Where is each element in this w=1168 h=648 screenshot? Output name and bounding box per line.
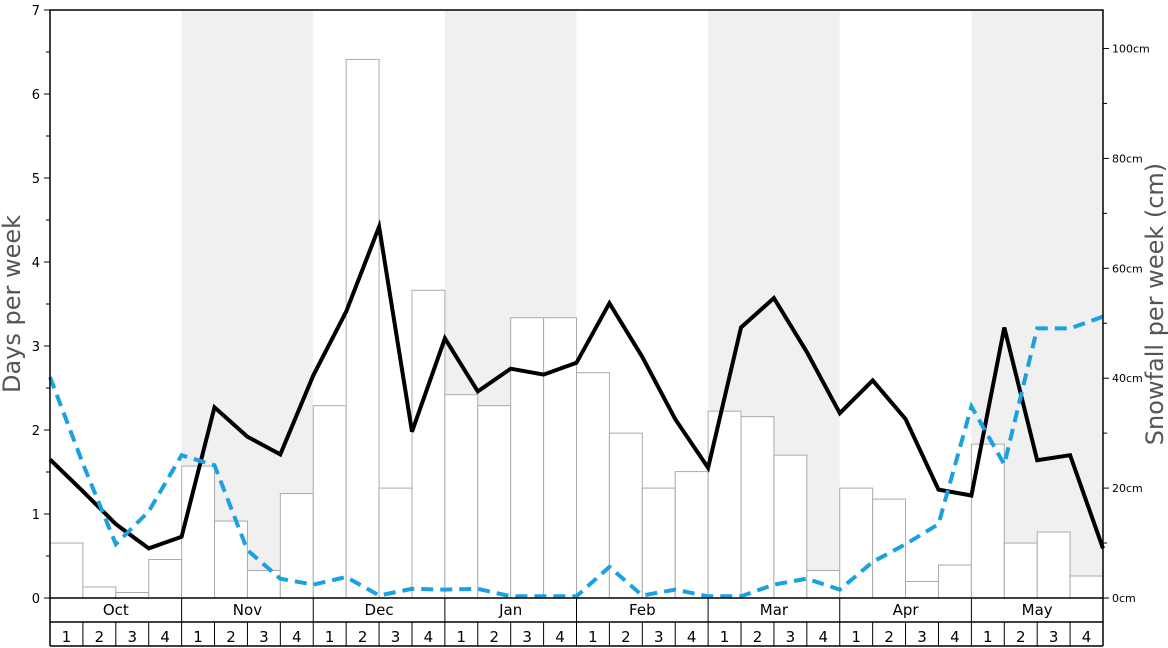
week-label: 3 [654,628,664,646]
month-label: Mar [760,601,789,619]
week-label: 1 [457,628,467,646]
week-label: 1 [193,628,203,646]
y-tick-label: 4 [32,256,40,271]
snowfall-bar [839,487,874,599]
week-label: 4 [424,628,434,646]
snowfall-bar [148,559,183,599]
y2-tick-label: 0cm [1112,592,1136,605]
month-label: Oct [103,601,129,619]
snowfall-bar [378,487,413,599]
snowfall-bar [641,487,676,599]
month-label: Jan [498,601,522,619]
week-label: 1 [62,628,72,646]
axes: 0 1 2 3 4 5 6 7 0cm 20cm 40cm 60cm 80cm 100cm [32,4,1150,607]
snowfall-bar [543,317,577,599]
dashed-line-series [48,314,1104,599]
y-tick-label: 5 [32,172,40,187]
line-series [48,219,1105,599]
y-axis-label: Days per week [0,215,26,393]
week-label: 2 [753,628,763,646]
month-label: Feb [629,601,656,619]
y-tick-label: 3 [32,340,40,355]
y2-tick-label: 100cm [1112,42,1150,55]
week-label: 3 [1049,628,1059,646]
week-label: 1 [983,628,993,646]
week-label: 2 [226,628,236,646]
y-tick-label: 6 [32,88,40,103]
week-label: 2 [358,628,368,646]
month-label: May [1022,601,1053,619]
snowfall-bar [905,581,939,599]
snowfall-bar [937,564,972,599]
week-label: 1 [851,628,861,646]
week-label: 3 [917,628,927,646]
snowfall-bar [444,394,479,599]
y2-tick-label: 60cm [1112,262,1143,275]
snowfall-bar [214,520,248,599]
snowfall-bar [181,465,216,599]
y-tick-label: 1 [32,508,40,523]
y2-tick-label: 20cm [1112,482,1143,495]
snowfall-bar [1069,575,1104,599]
snowfall-bar [411,289,446,599]
week-label: 4 [950,628,960,646]
snowfall-bar [345,58,380,599]
snowfall-bar [115,592,150,599]
snowfall-bar [1036,531,1071,599]
snowfall-bar [510,317,545,599]
y2-tick-label: 40cm [1112,372,1143,385]
snowfall-bar [773,454,808,599]
x-axis-month-week: Oct 1 2 3 4 Nov 1 2 3 4 Dec 1 2 3 4 Jan 1 2 3 4 Feb 1 2 3 4 Mar 1 2… [49,598,1104,647]
y2-axis-label: Snowfall per week (cm) [1141,163,1168,445]
week-label: 4 [292,628,302,646]
week-label: 1 [588,628,598,646]
snowfall-bar [608,432,643,599]
week-label: 3 [522,628,532,646]
snowfall-bar [674,471,709,599]
month-label: Apr [893,601,920,619]
week-label: 3 [391,628,401,646]
y-tick-label: 7 [32,4,40,19]
week-label: 3 [786,628,796,646]
snowfall-bar [806,570,841,599]
week-label: 4 [687,628,697,646]
snowfall-bar [1003,542,1038,599]
week-label: 2 [1016,628,1026,646]
week-label: 2 [884,628,894,646]
week-label: 2 [621,628,631,646]
snowfall-bar [312,405,347,599]
snowfall-bar [49,542,84,599]
week-label: 1 [720,628,730,646]
week-label: 4 [555,628,565,646]
snowfall-bar [477,405,512,599]
week-label: 4 [1082,628,1092,646]
snowfall-bar [82,586,117,599]
week-label: 4 [819,628,829,646]
y-tick-label: 0 [32,592,40,607]
week-label: 1 [325,628,335,646]
y-tick-label: 2 [32,424,40,439]
solid-line-series [48,219,1105,551]
month-label: Dec [365,601,394,619]
week-label: 4 [160,628,170,646]
week-label: 3 [259,628,269,646]
week-label: 3 [127,628,137,646]
week-label: 2 [95,628,105,646]
snowfall-bar [576,372,610,599]
snowfall-bar [246,570,281,599]
y2-tick-label: 80cm [1112,152,1143,165]
month-label: Nov [233,601,262,619]
week-label: 2 [489,628,499,646]
snowfall-bar [740,416,775,599]
